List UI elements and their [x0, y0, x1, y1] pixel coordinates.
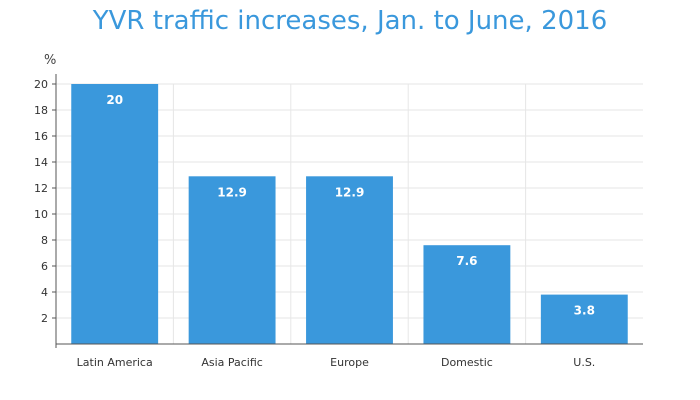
y-tick-label: 12 [34, 182, 48, 195]
bar [540, 294, 628, 344]
bar [423, 245, 511, 344]
axis-layer: 2 4 6 8 10 12 14 16 18 20 Latin America Asia Pacifi… [34, 74, 643, 369]
x-category-label: Europe [330, 356, 369, 369]
y-tick-label: 18 [34, 104, 48, 117]
y-tick-label: 8 [41, 234, 48, 247]
bar [71, 84, 159, 344]
bar [306, 176, 393, 344]
bar-data-label: 12.9 [335, 185, 365, 199]
y-tick-label: 6 [41, 260, 48, 273]
y-tick-label: 20 [34, 78, 48, 91]
y-tick-label: 4 [41, 286, 48, 299]
y-tick-label: 16 [34, 130, 48, 143]
x-category-label: Domestic [441, 356, 493, 369]
y-tick-label: 14 [34, 156, 48, 169]
x-category-label: Latin America [77, 356, 153, 369]
y-tick-label: 2 [41, 312, 48, 325]
bar-data-label: 20 [106, 93, 123, 107]
bar [188, 176, 276, 344]
bar-layer: 20 12.9 12.9 7.6 3.8 [71, 84, 628, 344]
x-category-label: Asia Pacific [201, 356, 263, 369]
bar-data-label: 3.8 [574, 304, 595, 318]
x-category-label: U.S. [573, 356, 595, 369]
y-tick-label: 10 [34, 208, 48, 221]
bar-data-label: 12.9 [217, 185, 247, 199]
y-axis-unit-label: % [44, 53, 56, 68]
bar-data-label: 7.6 [456, 254, 477, 268]
chart-title: YVR traffic increases, Jan. to June, 201… [92, 6, 608, 36]
